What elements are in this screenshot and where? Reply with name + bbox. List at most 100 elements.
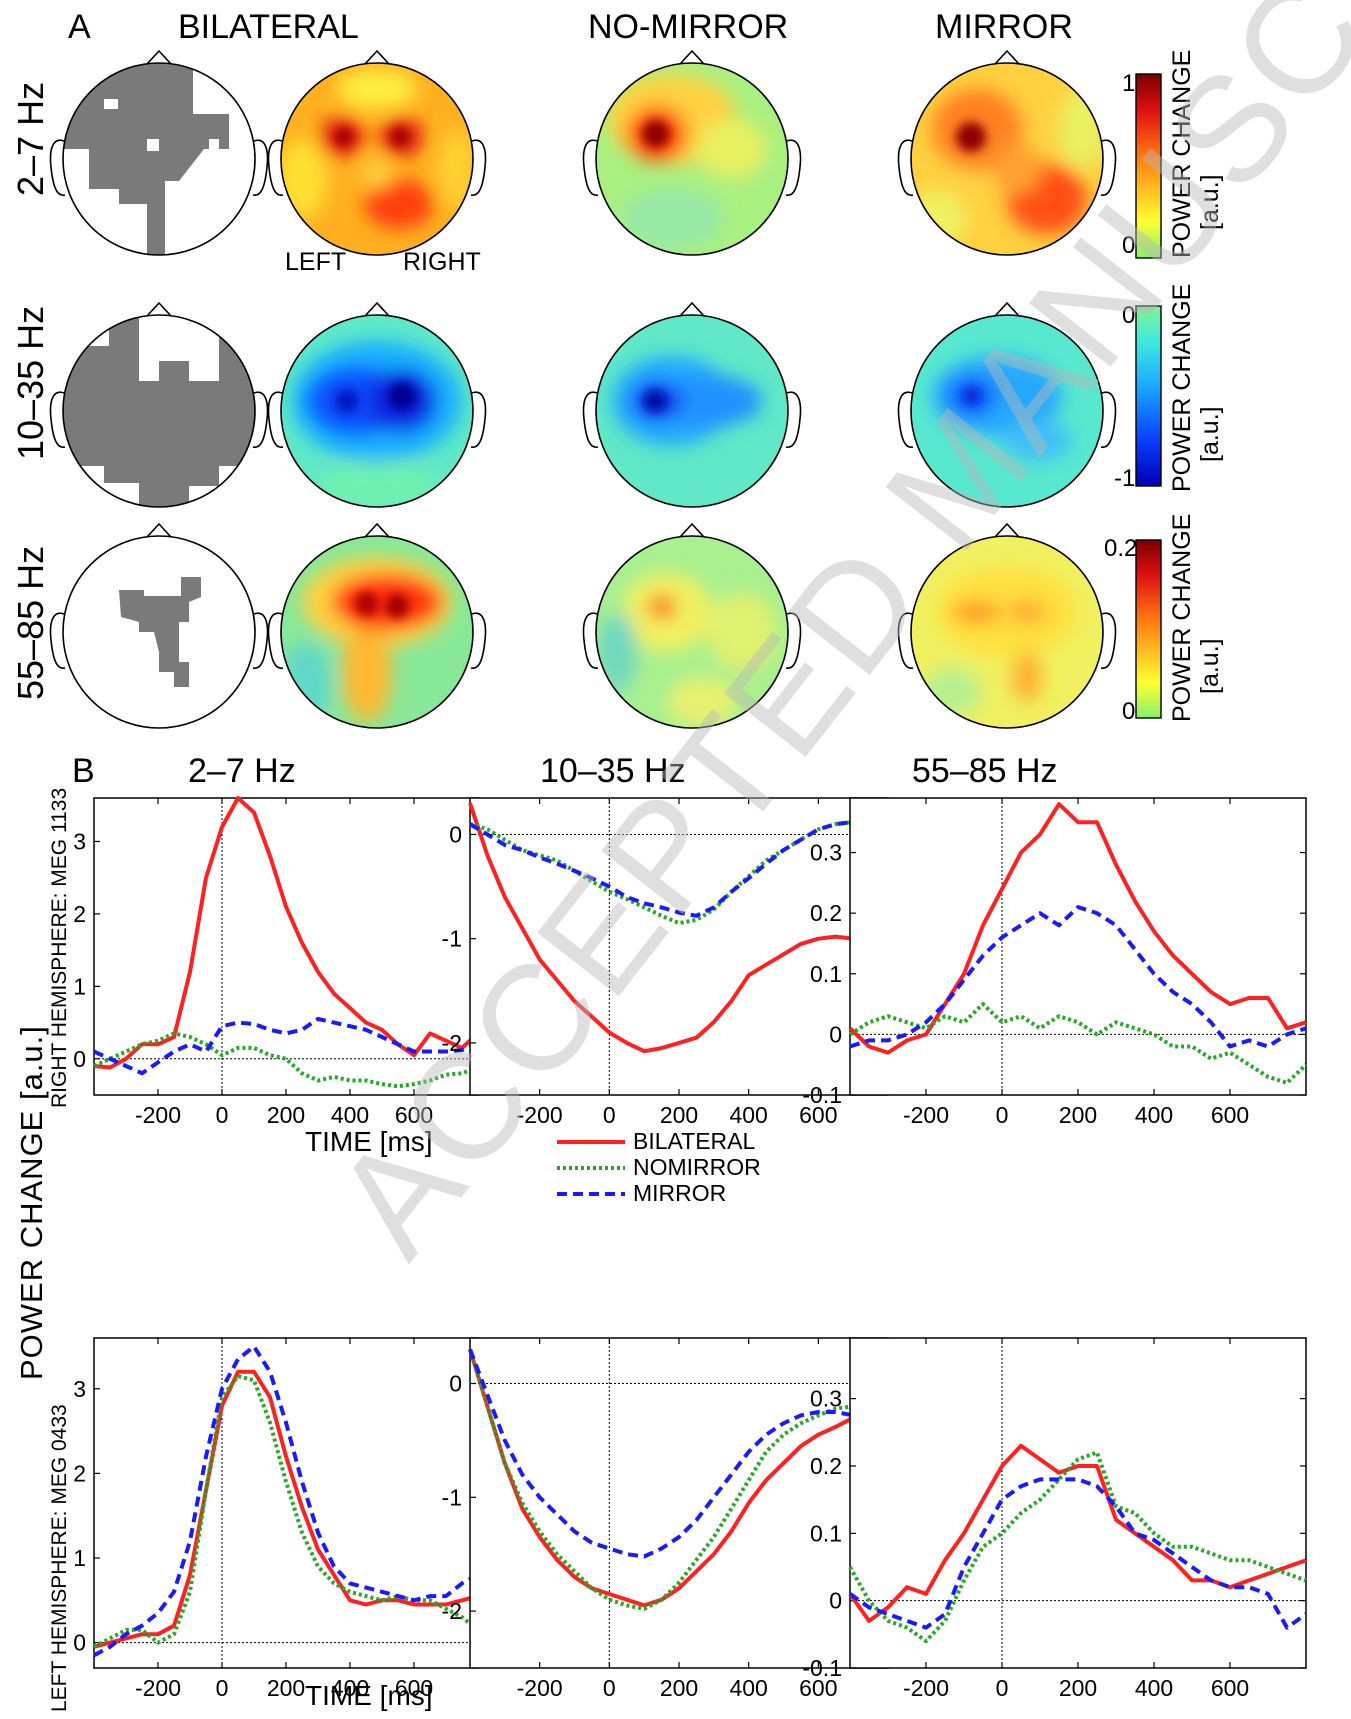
plot-1-xtick-label: 0 [216,1102,229,1128]
plot-5-ytick-label: -2 [442,1598,462,1624]
plot-5-series-nomirror [468,1348,889,1611]
plot-5-frame [469,1337,889,1669]
plot-5-xtick-label: 600 [799,1675,837,1701]
plot-6-xtick-label: -200 [903,1675,949,1701]
plot-1-ytick-label: 0 [73,1046,86,1072]
plot-6-series-nomirror [848,1450,1307,1644]
head-outlines [49,49,1117,729]
plot-1-ytick-label: 2 [73,901,86,927]
plot-6-xtick-label: 200 [1059,1675,1097,1701]
plot-3-xtick-label: -200 [903,1102,949,1128]
plot-4-series-nomirror [93,1374,480,1649]
plot-1-xtick-label: 400 [331,1102,369,1128]
plot-2-xtick-label: 600 [799,1102,837,1128]
plot-5-series-bilateral [468,1348,888,1608]
plot-5-series-mirror [468,1348,889,1559]
head-no-mirror-2-7hz [596,63,788,255]
colorbar-2-7hz [1135,73,1162,259]
plot-2-frame [469,797,889,1096]
plot-2-ytick-label: -2 [442,1030,462,1056]
plot-3-ytick-label: 0.1 [810,961,842,987]
plot-3-ytick-label: -0.1 [802,1082,842,1108]
plot-6-frame [849,1337,1307,1669]
plot-1-xtick-label: 200 [267,1102,305,1128]
plot-4-xtick-label: 200 [267,1675,305,1701]
header-bilateral: BILATERAL [178,8,359,46]
plot-1-ytick-label: 3 [73,828,86,854]
x-axis-label-top: TIME [ms] [305,1126,433,1157]
title-10-35hz: 10–35 Hz [540,752,686,790]
colorbar-55-85hz [1135,539,1162,719]
plot-4-ytick-label: 2 [73,1460,86,1486]
plot-6-xtick-label: 400 [1135,1675,1173,1701]
plot-3-xtick-label: 200 [1059,1102,1097,1128]
plot-6-ytick-label: -0.1 [802,1655,842,1681]
plot-3-xtick-label: 0 [996,1102,1009,1128]
plot-1-series-nomirror [93,1031,479,1089]
x-axis-label-bottom: TIME [ms] [305,1680,433,1711]
plot-6-ytick-label: 0.3 [810,1386,842,1412]
plot-4-xtick-label: 600 [395,1675,433,1701]
plot-3-xtick-label: 400 [1135,1102,1173,1128]
plot-5-xtick-label: 200 [660,1675,698,1701]
legend-label-bilateral: BILATERAL [633,1128,756,1154]
plot-2-series-mirror [468,818,889,918]
plot-4-series-bilateral [93,1369,479,1649]
plot-2-ytick-label: 0 [449,821,462,847]
plot-3-series-bilateral [848,802,1307,1055]
panel-b-letter: B [72,752,95,790]
colorbar-max-10-35hz: 0 [1122,302,1136,329]
plot-2-ytick-label: -1 [442,926,462,952]
plot-5-xtick-label: 0 [603,1675,616,1701]
plot-2-xtick-label: 400 [729,1102,767,1128]
plot-3-ytick-label: 0 [829,1021,842,1047]
title-55-85hz: 55–85 Hz [912,752,1058,790]
plot-5-xtick-label: -200 [517,1675,563,1701]
plot-4-ytick-label: 0 [73,1630,86,1656]
plot-4-ytick-label: 3 [73,1376,86,1402]
colorbar-min-10-35hz: -1 [1114,465,1136,492]
head-bilateral-10-35hz [281,315,473,507]
head-mirror-55-85hz [911,536,1103,728]
head-bilateral-mask-55-85hz [63,536,255,728]
plot-3-frame [849,797,1307,1096]
head-bilateral-mask-2-7hz [63,63,255,255]
left-label: LEFT [285,248,347,276]
plot-4-xtick-label: -200 [135,1675,181,1701]
topomap-grid [49,49,1162,729]
plot-2-xtick-label: 0 [603,1102,616,1128]
colorbar-10-35hz [1135,305,1162,487]
colorbar-max-55-85hz: 0.2 [1104,535,1138,562]
colorbar-min-2-7hz: 0 [1122,232,1136,259]
head-no-mirror-55-85hz [596,536,788,728]
plot-5-xtick-label: 400 [729,1675,767,1701]
plot-4-ytick-label: 1 [73,1545,86,1571]
plot-1-xtick-label: -200 [135,1102,181,1128]
plot-5-ytick-label: -1 [442,1484,462,1510]
plot-2-xtick-label: -200 [517,1102,563,1128]
plot-1-series-mirror [93,1016,479,1076]
plot-6-ytick-label: 0.1 [810,1520,842,1546]
plot-6-series-bilateral [848,1443,1307,1623]
plot-3-xtick-label: 600 [1211,1102,1249,1128]
header-mirror: MIRROR [935,8,1073,46]
plot-3-ytick-label: 0.2 [810,900,842,926]
header-no-mirror: NO-MIRROR [588,8,789,46]
plot-1-ytick-label: 1 [73,973,86,999]
plot-2-xtick-label: 200 [660,1102,698,1128]
plot-6-ytick-label: 0 [829,1588,842,1614]
plot-4-frame [93,1337,479,1669]
plot-3-series-mirror [849,905,1307,1049]
head-no-mirror-10-35hz [596,315,788,507]
legend-label-mirror: MIRROR [633,1180,727,1206]
plot-3-ytick-label: 0.3 [810,840,842,866]
plot-2-series-bilateral [468,802,889,1054]
colorbar-min-55-85hz: 0 [1122,698,1136,725]
title-2-7hz: 2–7 Hz [188,752,296,790]
legend-swatches [557,1140,625,1196]
right-label: RIGHT [403,248,481,276]
plot-4-xtick-label: 0 [216,1675,229,1701]
plot-1-series-bilateral [93,796,480,1070]
plot-5-ytick-label: 0 [449,1371,462,1397]
